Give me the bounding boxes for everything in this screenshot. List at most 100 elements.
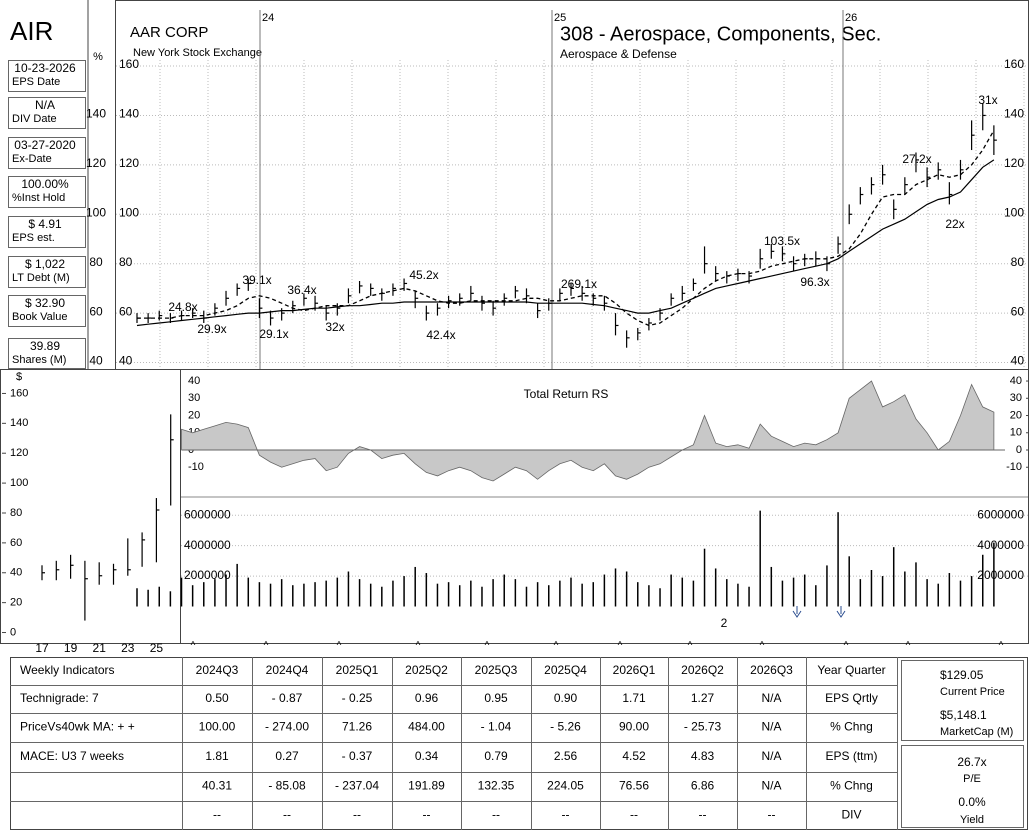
pct-tick-label: 120 — [86, 156, 106, 170]
table-cell: - 85.08 — [268, 779, 306, 793]
table-cell: MACE: U3 7 weeks — [20, 749, 124, 763]
inset-x-tick-label: 17 — [35, 641, 49, 655]
y-tick-label: 100 — [1004, 205, 1024, 219]
company-name: AAR CORP — [130, 24, 208, 41]
volume-tick-label: 6000000 — [977, 507, 1024, 521]
summary-box — [901, 745, 1024, 828]
table-cell: % Chng — [830, 779, 873, 793]
rs-tick-label: -10 — [188, 461, 204, 473]
inset-y-tick-label: 60 — [10, 537, 22, 549]
table-cell: 132.35 — [478, 779, 515, 793]
pe-annotation: 36.4x — [287, 283, 316, 297]
earnings-marker: ^ — [191, 641, 196, 652]
table-cell: EPS Qrtly — [825, 691, 878, 705]
y-tick-label: 60 — [1011, 304, 1025, 318]
sidebar-value: 03-27-2020 — [14, 138, 76, 152]
table-cell: 90.00 — [619, 720, 649, 734]
pe-annotation: 29.1x — [259, 327, 288, 341]
pct-axis-label: % — [93, 51, 103, 63]
sidebar-value: $ 4.91 — [28, 217, 62, 231]
inset-y-tick-label: 40 — [10, 567, 22, 579]
summary-box — [901, 660, 1024, 741]
table-cell: 191.89 — [408, 779, 445, 793]
table-cell: 4.52 — [622, 749, 646, 763]
table-cell: 4.83 — [691, 749, 715, 763]
table-cell: 0.95 — [484, 691, 508, 705]
pe-annotation: 96.3x — [800, 275, 829, 289]
table-cell: EPS (ttm) — [825, 749, 877, 763]
inset-y-tick-label: 140 — [10, 417, 28, 429]
exchange: New York Stock Exchange — [133, 47, 262, 59]
y-tick-label: 160 — [1004, 57, 1024, 71]
table-cell: 2024Q3 — [196, 663, 239, 677]
table-cell: - 0.87 — [272, 691, 303, 705]
pe-annotation: 42.4x — [426, 328, 455, 342]
y-tick-label: 140 — [119, 107, 139, 121]
sector: Aerospace & Defense — [560, 47, 677, 61]
table-cell: 224.05 — [547, 779, 584, 793]
inset-x-tick-label: 23 — [121, 641, 135, 655]
pe-annotation: 32x — [325, 320, 344, 334]
earnings-marker: ^ — [416, 641, 421, 652]
sidebar-box — [8, 97, 86, 129]
rs-title: Total Return RS — [524, 387, 609, 401]
earnings-marker: ^ — [844, 641, 849, 652]
table-cell: 2026Q1 — [613, 663, 656, 677]
earnings-marker: ^ — [688, 641, 693, 652]
sidebar-box — [8, 216, 86, 248]
table-cell: 2025Q1 — [336, 663, 379, 677]
y-tick-label: 60 — [119, 304, 133, 318]
sidebar-value: 100.00% — [21, 177, 69, 191]
sidebar-label: EPS Date — [12, 76, 60, 88]
table-cell: N/A — [761, 720, 781, 734]
pct-tick-label: 100 — [86, 205, 106, 219]
summary-value: $5,148.1 — [940, 708, 987, 722]
table-cell: - 25.73 — [684, 720, 722, 734]
table-cell: Year Quarter — [817, 663, 885, 677]
arrow-marker — [836, 606, 846, 618]
y-tick-label: 40 — [1011, 354, 1025, 368]
table-cell: -- — [213, 808, 221, 822]
table-cell: N/A — [761, 779, 781, 793]
earnings-marker: ^ — [999, 641, 1004, 652]
table-cell: -- — [630, 808, 638, 822]
earnings-marker: ^ — [554, 641, 559, 652]
pe-annotation: 22x — [945, 217, 964, 231]
ticker: AIR — [10, 16, 53, 46]
pe-annotation: 27.2x — [902, 152, 931, 166]
table-cell: 2025Q4 — [544, 663, 587, 677]
y-tick-label: 80 — [1011, 255, 1025, 269]
y-tick-label: 140 — [1004, 107, 1024, 121]
pct-tick-label: 140 — [86, 107, 106, 121]
volume-tick-label: 4000000 — [977, 538, 1024, 552]
pe-annotation: 269.1x — [561, 277, 597, 291]
volume-tick-label: 4000000 — [184, 538, 231, 552]
moving-average-short — [137, 129, 995, 327]
summary-value: 26.7x — [957, 755, 986, 769]
rs-tick-label: 20 — [188, 409, 200, 421]
sidebar-value: $ 1,022 — [25, 257, 65, 271]
table-cell: 2025Q3 — [475, 663, 518, 677]
table-cell: -- — [492, 808, 500, 822]
earnings-marker: ^ — [760, 641, 765, 652]
rs-tick-label: 10 — [1010, 427, 1022, 439]
sidebar-label: LT Debt (M) — [12, 272, 70, 284]
earnings-marker: ^ — [618, 641, 623, 652]
table-cell: 0.96 — [415, 691, 439, 705]
y-tick-label: 100 — [119, 205, 139, 219]
sidebar-value: $ 32.90 — [25, 296, 65, 310]
sidebar-value: 39.89 — [30, 339, 60, 353]
pct-tick-label: 60 — [89, 304, 103, 318]
summary-label: Yield — [960, 814, 984, 826]
table-cell: -- — [423, 808, 431, 822]
y-tick-label: 120 — [119, 156, 139, 170]
sidebar-box — [8, 295, 86, 327]
earnings-marker: ^ — [906, 641, 911, 652]
y-tick-label: 120 — [1004, 156, 1024, 170]
y-tick-label: 160 — [119, 57, 139, 71]
lower-frame — [180, 369, 1029, 644]
sidebar-box — [8, 338, 86, 369]
pe-annotation: 24.8x — [168, 300, 197, 314]
inset-y-tick-label: 100 — [10, 477, 28, 489]
table-cell: N/A — [761, 749, 781, 763]
